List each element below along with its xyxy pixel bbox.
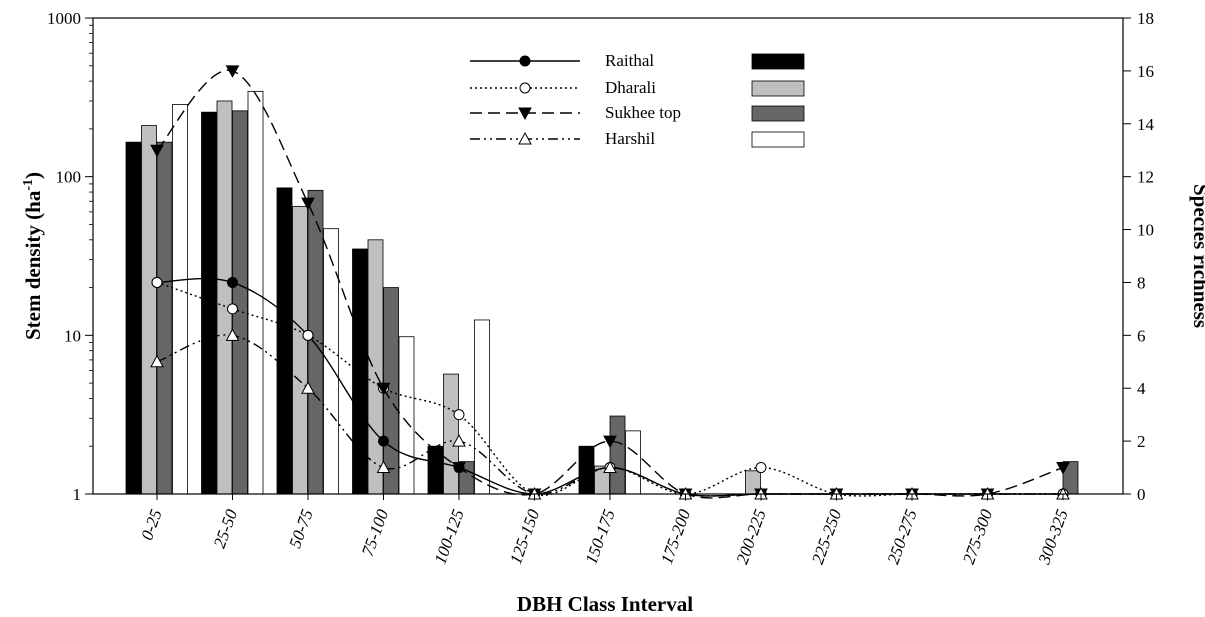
legend-label-sukhee-top: Sukhee top bbox=[605, 103, 681, 122]
bar-harshil-100-125 bbox=[474, 319, 490, 495]
x-tick-label-175-200: 175-200 bbox=[657, 506, 694, 566]
right-tick-label-0: 0 bbox=[1137, 485, 1146, 504]
x-tick-label-125-150: 125-150 bbox=[506, 506, 543, 566]
left-tick-label-10: 10 bbox=[64, 326, 81, 345]
bar-harshil-50-75 bbox=[323, 228, 339, 495]
marker-sukhee-top-0-25 bbox=[150, 144, 164, 158]
x-tick-label-25-50: 25-50 bbox=[210, 506, 242, 550]
legend-swatch-dharali bbox=[751, 80, 805, 97]
marker-sukhee-top-300-325 bbox=[1056, 462, 1070, 475]
marker-sukhee-top-75-100 bbox=[376, 382, 391, 396]
marker-dharali-100-125 bbox=[453, 409, 465, 421]
legend-swatch-sukhee-top bbox=[751, 105, 805, 122]
bar-dharali-75-100 bbox=[367, 239, 384, 495]
right-tick-label-18: 18 bbox=[1137, 9, 1154, 28]
left-axis-title: Stem density (ha-1) bbox=[21, 172, 45, 340]
right-tick-label-10: 10 bbox=[1137, 221, 1154, 240]
right-axis-title: Species richness bbox=[1189, 184, 1205, 328]
bar-harshil-75-100 bbox=[398, 336, 415, 495]
right-tick-label-8: 8 bbox=[1137, 273, 1146, 292]
x-axis: 0-25 25-50 50-75 75-100 100-125 125-150 150-17… bbox=[137, 494, 1072, 568]
right-tick-label-14: 14 bbox=[1137, 115, 1155, 134]
bar-raithal-100-125 bbox=[427, 445, 444, 495]
axes-layer bbox=[92, 17, 1124, 495]
bar-dharali-50-75 bbox=[292, 205, 308, 495]
bar-dharali-100-125 bbox=[443, 373, 459, 495]
left-tick-label-1000: 1000 bbox=[47, 9, 81, 28]
line-harshil bbox=[156, 334, 1063, 497]
legend-marker-sukhee-top bbox=[518, 107, 532, 121]
bar-sukhee-top-25-50 bbox=[232, 110, 248, 495]
marker-harshil-0-25 bbox=[150, 354, 164, 368]
marker-harshil-150-175 bbox=[603, 460, 617, 474]
marker-harshil-100-125 bbox=[452, 434, 466, 447]
x-axis-title: DBH Class Interval bbox=[517, 592, 693, 616]
x-tick-label-75-100: 75-100 bbox=[358, 506, 392, 558]
legend-label-harshil: Harshil bbox=[605, 129, 655, 148]
marker-raithal-75-100 bbox=[378, 435, 389, 447]
right-tick-label-12: 12 bbox=[1137, 168, 1154, 187]
marker-harshil-25-50 bbox=[225, 328, 240, 341]
bar-sukhee-top-50-75 bbox=[307, 189, 324, 495]
right-axis: 0 2 4 6 8 10 12 14 16 18 bbox=[1123, 9, 1155, 504]
right-tick-label-16: 16 bbox=[1137, 62, 1154, 81]
marker-dharali-200-225 bbox=[755, 462, 767, 474]
x-tick-label-225-250: 225-250 bbox=[808, 506, 845, 566]
x-tick-label-200-225: 200-225 bbox=[733, 507, 770, 567]
right-tick-label-6: 6 bbox=[1137, 326, 1146, 345]
x-tick-label-50-75: 50-75 bbox=[285, 507, 316, 551]
legend-label-dharali: Dharali bbox=[605, 78, 656, 97]
bar-dharali-25-50 bbox=[216, 100, 233, 495]
legend-swatch-harshil bbox=[751, 131, 805, 148]
x-tick-label-250-275: 250-275 bbox=[884, 507, 921, 567]
right-tick-label-2: 2 bbox=[1137, 432, 1146, 451]
left-tick-label-100: 100 bbox=[56, 168, 82, 187]
legend-marker-harshil bbox=[518, 131, 532, 145]
x-tick-label-300-325: 300-325 bbox=[1034, 507, 1072, 568]
marker-sukhee-top-25-50 bbox=[225, 65, 240, 78]
legend-swatch-raithal bbox=[751, 53, 805, 70]
x-tick-label-100-125: 100-125 bbox=[431, 507, 468, 567]
legend-marker-dharali bbox=[519, 82, 531, 94]
plot-frame bbox=[92, 17, 1124, 495]
bar-raithal-50-75 bbox=[276, 187, 293, 495]
bar-harshil-0-25 bbox=[172, 104, 188, 495]
left-tick-label-1: 1 bbox=[73, 485, 82, 504]
x-tick-label-150-175: 150-175 bbox=[582, 507, 619, 567]
marker-sukhee-top-150-175 bbox=[603, 435, 617, 449]
bar-dharali-0-25 bbox=[141, 125, 157, 495]
marker-harshil-50-75 bbox=[301, 381, 315, 394]
left-axis-title-close: ) bbox=[21, 172, 45, 179]
left-axis-title-sup: -1 bbox=[21, 179, 36, 191]
legend: Raithal Dharali Sukhee top Harshil bbox=[470, 51, 805, 148]
bar-raithal-150-175 bbox=[578, 445, 595, 495]
bar-layer bbox=[125, 90, 1079, 495]
left-axis: 1 10 100 1000 bbox=[47, 9, 93, 504]
bar-harshil-150-175 bbox=[625, 430, 641, 495]
marker-dharali-50-75 bbox=[302, 329, 314, 341]
marker-sukhee-top-100-125 bbox=[452, 462, 466, 475]
legend-label-raithal: Raithal bbox=[605, 51, 654, 70]
right-tick-label-4: 4 bbox=[1137, 379, 1146, 398]
bar-sukhee-top-0-25 bbox=[156, 141, 173, 495]
legend-marker-raithal bbox=[519, 55, 531, 67]
x-tick-label-275-300: 275-300 bbox=[959, 506, 996, 566]
marker-raithal-25-50 bbox=[227, 276, 238, 288]
bar-raithal-0-25 bbox=[125, 141, 142, 495]
bar-raithal-75-100 bbox=[352, 248, 368, 495]
bar-sukhee-top-150-175 bbox=[609, 415, 626, 495]
x-tick-label-0-25: 0-25 bbox=[137, 507, 166, 543]
marker-harshil-75-100 bbox=[376, 460, 391, 474]
marker-dharali-25-50 bbox=[227, 303, 238, 315]
left-axis-title-main: Stem density (ha bbox=[21, 190, 45, 340]
marker-dharali-0-25 bbox=[151, 276, 163, 288]
marker-sukhee-top-50-75 bbox=[301, 197, 315, 211]
